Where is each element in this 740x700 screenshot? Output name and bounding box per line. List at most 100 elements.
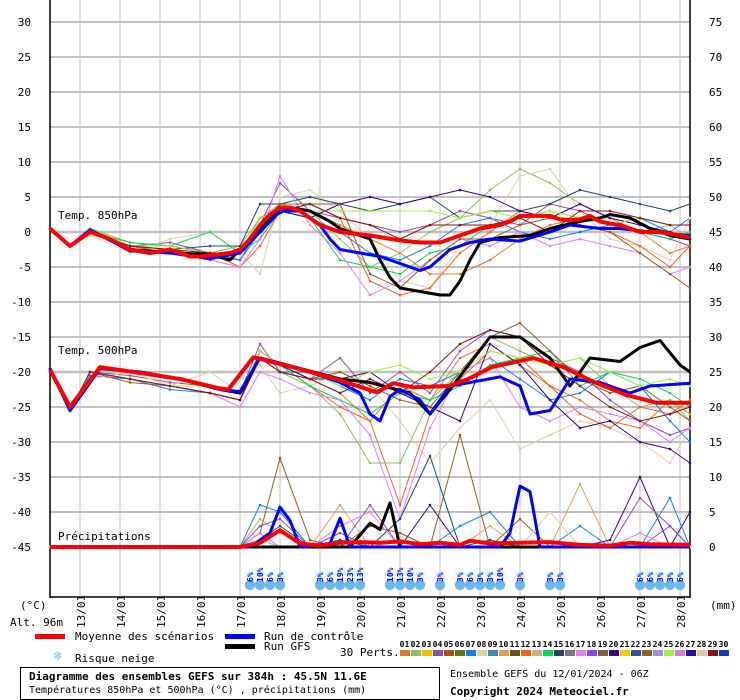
- pert-number: 02: [410, 640, 421, 649]
- t850-pert-point: [688, 265, 692, 269]
- t850-pert-point: [578, 188, 582, 192]
- plot-area: [50, 0, 690, 597]
- t500-pert-point: [278, 370, 282, 374]
- left-tick-label: 10: [18, 156, 31, 169]
- snow-risk-label: 13%: [396, 567, 405, 582]
- legend-mean: Moyenne des scénarios: [75, 630, 215, 643]
- pert-swatch: [675, 650, 685, 656]
- snowflake-icon: [354, 579, 366, 591]
- t500-pert-point: [368, 461, 372, 465]
- t500-pert-point: [518, 377, 522, 381]
- date-label: 19/01: [315, 595, 328, 628]
- t500-pert-point: [608, 419, 612, 423]
- pert-swatch: [642, 650, 652, 656]
- t850-pert-point: [238, 265, 242, 269]
- precip-pert-point: [278, 456, 282, 460]
- left-tick-label: -15: [11, 331, 31, 344]
- snow-risk-label: 10%: [406, 567, 415, 582]
- t500-pert-point: [398, 370, 402, 374]
- snow-band: [485, 572, 495, 575]
- t850-pert-point: [258, 237, 262, 241]
- snow-band: [495, 572, 505, 575]
- precip-pert-point: [258, 531, 262, 535]
- precip-pert-point: [578, 524, 582, 528]
- left-tick-label: -35: [11, 471, 31, 484]
- legend-gfs: Run GFS: [264, 640, 311, 653]
- precip-pert-point: [638, 475, 642, 479]
- snow-risk-label: 3%: [656, 572, 665, 582]
- date-axis: 13/01 14/01 15/01 16/01 17/01 18/01 19/01 20/01…: [75, 595, 688, 628]
- t500-pert-point: [338, 384, 342, 388]
- t850-pert-point: [398, 230, 402, 234]
- t850-pert-point: [368, 195, 372, 199]
- t850-pert-point: [238, 258, 242, 262]
- t500-pert-point: [458, 349, 462, 353]
- temp850-mean-line: [48, 205, 691, 259]
- t850-pert-point: [428, 272, 432, 276]
- t500-pert-point: [548, 398, 552, 402]
- t850-pert-point: [368, 272, 372, 276]
- t500-pert-point: [578, 384, 582, 388]
- pert-number: 04: [432, 640, 443, 649]
- t500-pert-point: [608, 391, 612, 395]
- t850-pert-point: [368, 279, 372, 283]
- precip-pert-point: [368, 510, 372, 514]
- t500-pert-point: [278, 391, 282, 395]
- pert-swatch: [455, 650, 465, 656]
- t850-pert-point: [398, 279, 402, 283]
- snow-risk-label: 10%: [386, 567, 395, 582]
- pert-swatch: [466, 650, 476, 656]
- precip-pert-point: [368, 503, 372, 507]
- t850-pert-point: [258, 202, 262, 206]
- t850-pert-point: [458, 209, 462, 213]
- t500-pert-point: [518, 349, 522, 353]
- t850-pert-point: [338, 209, 342, 213]
- precip-pert-point: [398, 531, 402, 535]
- pert-number: 17: [575, 640, 586, 649]
- t850-pert-point: [428, 251, 432, 255]
- pert-swatch: [400, 650, 410, 656]
- left-tick-label: 15: [18, 121, 31, 134]
- snow-band: [335, 572, 345, 575]
- t850-pert-point: [338, 237, 342, 241]
- t850-pert-point: [488, 258, 492, 262]
- t500-pert-point: [518, 356, 522, 360]
- snow-band: [265, 572, 275, 575]
- t500-pert-point: [668, 447, 672, 451]
- left-tick-label: -10: [11, 296, 31, 309]
- pert-swatch: [631, 650, 641, 656]
- precip-pert-point: [338, 524, 342, 528]
- t500-pert-point: [338, 370, 342, 374]
- left-tick-label: 0: [24, 226, 31, 239]
- t500-pert-point: [398, 363, 402, 367]
- t500-pert-point: [258, 342, 262, 346]
- snow-risk-label: 3%: [436, 572, 445, 582]
- t850-pert-point: [428, 258, 432, 262]
- left-tick-label: -45: [11, 541, 31, 554]
- t850-pert-point: [278, 174, 282, 178]
- t500-pert-point: [88, 374, 92, 377]
- pert-number: 28: [696, 640, 707, 649]
- t850-pert-point: [428, 244, 432, 248]
- t500-pert-point: [208, 370, 212, 374]
- snow-band: [325, 572, 335, 575]
- t500-pert-point: [578, 398, 582, 402]
- snow-risk-label: 6%: [676, 572, 685, 582]
- snow-risk-label: 3%: [416, 572, 425, 582]
- t500-pert-point: [398, 377, 402, 381]
- date-label: 18/01: [275, 595, 288, 628]
- precip-pert-point: [548, 510, 552, 514]
- main-lines: [48, 205, 691, 549]
- pert-swatch: [532, 650, 542, 656]
- t850-pert-point: [278, 181, 282, 185]
- t850-pert-point: [608, 216, 612, 220]
- pert-number: 13: [531, 640, 542, 649]
- t500-pert-point: [428, 426, 432, 430]
- pert-swatch: [708, 650, 718, 656]
- t850-pert-point: [668, 258, 672, 262]
- pert-swatch: [565, 650, 575, 656]
- pert-number: 09: [487, 640, 498, 649]
- precip-pert-point: [488, 510, 492, 514]
- t500-pert-point: [258, 363, 262, 367]
- snow-band: [555, 572, 565, 575]
